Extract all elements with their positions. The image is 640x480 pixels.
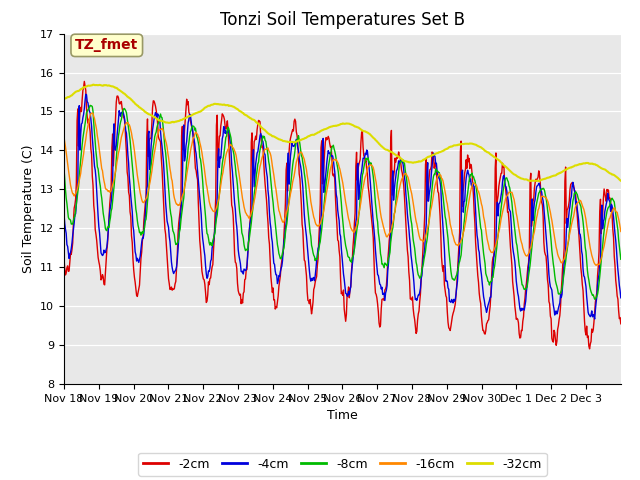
Line: -16cm: -16cm — [64, 113, 621, 265]
-8cm — [591, 296, 598, 302]
-4cm — [617, 295, 625, 300]
-32cm — [60, 96, 68, 102]
-32cm — [228, 104, 236, 109]
-4cm — [82, 91, 90, 97]
-2cm — [228, 205, 236, 211]
-32cm — [89, 82, 97, 87]
-8cm — [617, 256, 625, 262]
-32cm — [277, 137, 285, 143]
-2cm — [277, 264, 285, 269]
-16cm — [277, 215, 285, 221]
-2cm — [617, 321, 625, 327]
-16cm — [432, 180, 440, 186]
-2cm — [586, 346, 593, 352]
-16cm — [256, 164, 264, 169]
Line: -2cm: -2cm — [64, 82, 621, 349]
-32cm — [526, 178, 534, 184]
-8cm — [277, 256, 285, 262]
-8cm — [60, 165, 68, 171]
-2cm — [432, 161, 440, 167]
-2cm — [60, 256, 68, 262]
-16cm — [617, 228, 625, 234]
Title: Tonzi Soil Temperatures Set B: Tonzi Soil Temperatures Set B — [220, 11, 465, 29]
-16cm — [88, 110, 96, 116]
-16cm — [592, 263, 600, 268]
-16cm — [60, 134, 68, 140]
-8cm — [126, 137, 134, 143]
-4cm — [228, 169, 236, 175]
Legend: -2cm, -4cm, -8cm, -16cm, -32cm: -2cm, -4cm, -8cm, -16cm, -32cm — [138, 453, 547, 476]
-8cm — [228, 144, 236, 150]
-32cm — [401, 158, 408, 164]
-16cm — [401, 171, 408, 177]
Line: -32cm: -32cm — [64, 84, 621, 181]
Y-axis label: Soil Temperature (C): Soil Temperature (C) — [22, 144, 35, 273]
-2cm — [126, 209, 134, 215]
-8cm — [401, 160, 408, 166]
-32cm — [617, 178, 625, 183]
-8cm — [256, 147, 264, 153]
-8cm — [86, 102, 94, 108]
Line: -8cm: -8cm — [64, 105, 621, 299]
-8cm — [432, 166, 440, 172]
-2cm — [81, 79, 88, 84]
-4cm — [591, 316, 598, 322]
-2cm — [256, 119, 264, 125]
-16cm — [126, 124, 134, 130]
-4cm — [432, 161, 440, 167]
-2cm — [401, 194, 408, 200]
-4cm — [60, 211, 68, 216]
Line: -4cm: -4cm — [64, 94, 621, 319]
-32cm — [432, 151, 440, 156]
-4cm — [277, 266, 285, 272]
-4cm — [256, 133, 264, 139]
-32cm — [256, 122, 264, 128]
X-axis label: Time: Time — [327, 409, 358, 422]
Text: TZ_fmet: TZ_fmet — [75, 38, 138, 52]
-16cm — [228, 144, 236, 150]
-4cm — [401, 174, 408, 180]
-32cm — [126, 96, 134, 101]
-4cm — [126, 183, 134, 189]
